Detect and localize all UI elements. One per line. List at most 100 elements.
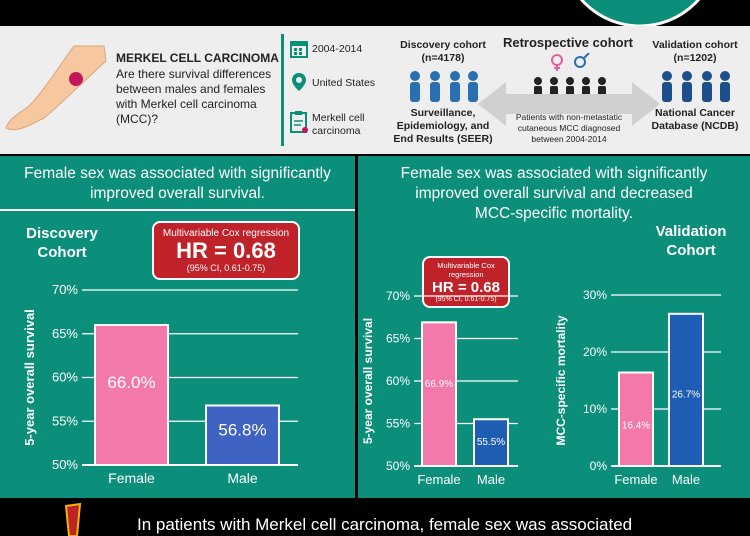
people-group-icon xyxy=(410,71,478,102)
hr-label-2: regression xyxy=(448,270,484,279)
heading-line: Discovery xyxy=(26,225,98,242)
category-label: Female xyxy=(417,472,460,487)
people-group-icon xyxy=(662,71,730,102)
hr-label: Multivariable Cox xyxy=(437,261,495,270)
y-tick-label: 55% xyxy=(52,413,78,428)
chart-svg: 50% 55% 60% 65% 70% 66.9% Female 55.5% Male 5-yea… xyxy=(361,289,518,487)
discovery-cohort-label: Discovery cohort (n=4178) xyxy=(393,39,493,65)
bar-value-label: 66.0% xyxy=(107,373,155,392)
validation-title: Validation cohort xyxy=(652,39,738,51)
y-axis-label: 5-year overall survival xyxy=(361,318,375,444)
discovery-source: Surveillance, Epidemiology, and End Resu… xyxy=(385,107,501,146)
diagnosis-line: carcinoma xyxy=(312,125,361,137)
question-line: between males and females xyxy=(116,82,266,96)
discovery-cohort-heading: Discovery Cohort xyxy=(18,224,106,262)
category-label: Female xyxy=(614,472,657,487)
y-tick-label: 65% xyxy=(386,332,410,346)
left-panel-title: Female sex was associated with significa… xyxy=(0,164,355,204)
y-tick-label: 50% xyxy=(386,459,410,473)
y-tick-label: 10% xyxy=(583,402,607,416)
question-line: Are there survival differences xyxy=(116,67,272,81)
bar-value-label: 16.4% xyxy=(622,421,650,432)
source-line: End Results (SEER) xyxy=(393,133,493,145)
bottom-banner xyxy=(45,505,735,536)
hr-ci: (95% CI, 0.61-0.75) xyxy=(186,263,266,273)
header-banner: MERKEL CELL CARCINOMA Are there survival… xyxy=(0,26,750,154)
bar-value-label: 55.5% xyxy=(477,437,505,448)
source-line: Database (NCDB) xyxy=(651,120,739,132)
y-tick-label: 65% xyxy=(52,326,78,341)
y-tick-label: 55% xyxy=(386,417,410,431)
description-line: Patients with non-metastatic xyxy=(515,112,623,122)
category-label: Male xyxy=(227,470,258,486)
chart-svg: 50% 55% 60% 65% 70% 66.0% Female 56.8% Male 5-yea… xyxy=(22,282,298,486)
category-label: Male xyxy=(477,472,505,487)
y-tick-label: 50% xyxy=(52,457,78,472)
bar-male xyxy=(473,418,509,467)
y-axis-label: 5-year overall survival xyxy=(22,309,37,446)
y-tick-label: 70% xyxy=(52,282,78,297)
arm-illustration-icon xyxy=(5,45,107,131)
calendar-icon xyxy=(290,41,308,58)
validation-cohort-label: Validation cohort (n=1202) xyxy=(645,39,745,65)
bar-female xyxy=(421,321,457,467)
validation-survival-chart: 50% 55% 60% 65% 70% 66.9% Female 55.5% Male 5-yea… xyxy=(358,280,538,498)
source-line: Epidemiology, and xyxy=(396,120,490,132)
heading-line: Validation xyxy=(655,223,727,240)
discovery-survival-chart: 50% 55% 60% 65% 70% 66.0% Female 56.8% Male 5-yea… xyxy=(0,280,355,498)
hr-value: HR = 0.68 xyxy=(432,279,500,296)
source-line: Surveillance, xyxy=(410,107,476,119)
bottom-conclusion: In patients with Merkel cell carcinoma, … xyxy=(137,515,633,534)
y-tick-label: 60% xyxy=(52,370,78,385)
retrospective-description: Patients with non-metastatic cutaneous M… xyxy=(500,112,638,145)
bar-male xyxy=(668,312,704,468)
y-axis-label: MCC-specific mortality xyxy=(554,315,568,445)
header-divider xyxy=(281,34,284,146)
double-arrow-icon xyxy=(478,82,660,126)
header-title: MERKEL CELL CARCINOMA xyxy=(116,51,279,65)
source-line: National Cancer xyxy=(655,107,735,119)
title-line: improved overall survival and decreased xyxy=(415,185,693,202)
chart-svg: 0% 10% 20% 30% 16.4% Female 26.7% Male MCC-speci… xyxy=(554,288,721,487)
title-line: Female sex was associated with significa… xyxy=(400,165,708,182)
y-tick-label: 20% xyxy=(583,345,607,359)
retrospective-title: Retrospective cohort xyxy=(502,35,634,50)
category-label: Male xyxy=(672,472,700,487)
bar-female xyxy=(94,324,169,466)
y-tick-label: 30% xyxy=(583,288,607,302)
diagnosis-line: Merkell cell xyxy=(312,112,365,124)
discovery-n: (n=4178) xyxy=(421,52,465,64)
heading-line: Cohort xyxy=(37,244,87,261)
right-hr-box: Multivariable Cox regression HR = 0.68 (… xyxy=(422,256,510,308)
title-line: MCC-specific mortality. xyxy=(474,205,634,222)
validation-source: National Cancer Database (NCDB) xyxy=(645,107,745,133)
description-line: between 2004-2014 xyxy=(531,134,607,144)
bar-value-label: 66.9% xyxy=(425,379,453,390)
y-tick-label: 70% xyxy=(386,289,410,303)
location-pin-icon xyxy=(292,73,306,91)
location-label: United States xyxy=(312,77,376,89)
title-line: Female sex was associated with significa… xyxy=(24,165,331,182)
question-line: (MCC)? xyxy=(116,112,158,126)
discovery-panel xyxy=(0,156,355,498)
bar-male xyxy=(205,404,280,466)
bar-value-label: 26.7% xyxy=(672,390,700,401)
hr-ci: (95% CI, 0.61-0.75) xyxy=(435,296,497,303)
hr-value: HR = 0.68 xyxy=(176,238,276,263)
years-label: 2004-2014 xyxy=(312,43,363,55)
hr-label: Multivariable Cox regression xyxy=(162,228,290,239)
diagnosis-label: Merkell cell carcinoma xyxy=(312,112,365,138)
question-line: with Merkel cell carcinoma xyxy=(116,97,257,111)
left-panel-divider xyxy=(0,209,355,211)
validation-cohort-heading: Validation Cohort xyxy=(646,222,736,260)
discovery-title: Discovery cohort xyxy=(400,39,486,51)
heading-line: Cohort xyxy=(666,242,716,259)
exclamation-icon xyxy=(64,502,82,536)
y-tick-label: 0% xyxy=(590,459,608,473)
bar-female xyxy=(618,371,654,467)
validation-mortality-chart: 0% 10% 20% 30% 16.4% Female 26.7% Male MCC-speci… xyxy=(545,280,750,498)
title-line: improved overall survival. xyxy=(90,185,265,202)
y-tick-label: 60% xyxy=(386,374,410,388)
validation-n: (n=1202) xyxy=(673,52,717,64)
right-panel-title: Female sex was associated with significa… xyxy=(358,164,750,224)
